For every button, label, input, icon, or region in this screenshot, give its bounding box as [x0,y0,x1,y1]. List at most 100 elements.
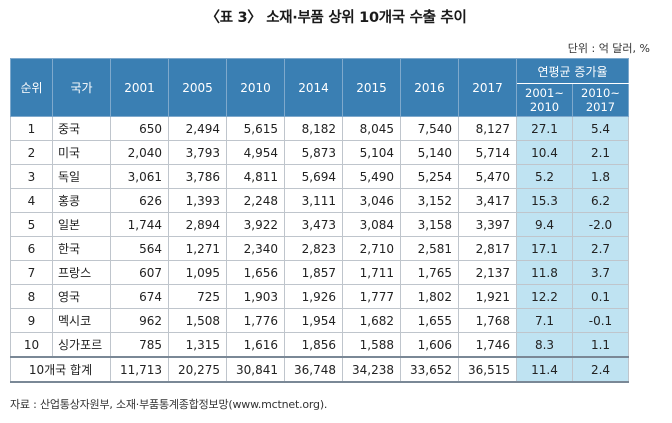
rank-cell: 2 [10,140,53,165]
growth-cell: 3.7 [572,260,629,285]
value-cell: 626 [110,188,169,213]
rank-cell: 1 [10,116,53,141]
value-cell: 1,856 [284,332,343,358]
header-year: 2016 [400,58,459,117]
period-end: 2010 [529,100,560,114]
header-growth-period: 2010~ 2017 [572,83,629,117]
value-cell: 1,954 [284,308,343,333]
value-cell: 1,777 [342,284,401,309]
growth-cell: -2.0 [572,212,629,237]
value-cell: 3,046 [342,188,401,213]
growth-cell: 10.4 [516,140,573,165]
value-cell: 674 [110,284,169,309]
value-cell: 5,615 [226,116,285,141]
total-value: 34,238 [342,356,401,383]
value-cell: 3,397 [458,212,517,237]
period-start: 2001~ [525,86,564,100]
country-cell: 중국 [52,116,111,141]
value-cell: 8,127 [458,116,517,141]
value-cell: 2,137 [458,260,517,285]
value-cell: 5,140 [400,140,459,165]
rank-cell: 5 [10,212,53,237]
total-value: 11,713 [110,356,169,383]
total-label: 10개국 합계 [10,356,111,383]
value-cell: 1,393 [168,188,227,213]
value-cell: 3,922 [226,212,285,237]
value-cell: 1,857 [284,260,343,285]
total-value: 20,275 [168,356,227,383]
value-cell: 1,776 [226,308,285,333]
growth-cell: -0.1 [572,308,629,333]
table-row: 9 멕시코 962 1,508 1,776 1,954 1,682 1,655 1,768 7.1… [10,308,629,333]
value-cell: 1,746 [458,332,517,358]
country-cell: 독일 [52,164,111,189]
value-cell: 4,954 [226,140,285,165]
country-cell: 한국 [52,236,111,261]
value-cell: 5,694 [284,164,343,189]
growth-cell: 2.7 [572,236,629,261]
header-year: 2017 [458,58,517,117]
value-cell: 2,710 [342,236,401,261]
table-row: 8 영국 674 725 1,903 1,926 1,777 1,802 1,921 12.2 0.… [10,284,629,309]
table-row: 10 싱가포르 785 1,315 1,616 1,856 1,588 1,606 1,746 8… [10,332,629,358]
header-rank: 순위 [10,58,53,117]
country-cell: 멕시코 [52,308,111,333]
rank-cell: 10 [10,332,53,358]
value-cell: 3,084 [342,212,401,237]
value-cell: 5,470 [458,164,517,189]
value-cell: 3,152 [400,188,459,213]
total-value: 30,841 [226,356,285,383]
growth-cell: 12.2 [516,284,573,309]
value-cell: 1,768 [458,308,517,333]
value-cell: 2,248 [226,188,285,213]
value-cell: 5,714 [458,140,517,165]
value-cell: 1,682 [342,308,401,333]
value-cell: 1,656 [226,260,285,285]
header-year: 2010 [226,58,285,117]
growth-cell: 11.8 [516,260,573,285]
table-row: 7 프랑스 607 1,095 1,656 1,857 1,711 1,765 2,137 11.… [10,260,629,285]
table-row: 4 홍콩 626 1,393 2,248 3,111 3,046 3,152 3,417 15.3… [10,188,629,213]
total-growth: 2.4 [572,356,629,383]
growth-cell: 27.1 [516,116,573,141]
value-cell: 3,793 [168,140,227,165]
value-cell: 1,588 [342,332,401,358]
total-value: 33,652 [400,356,459,383]
value-cell: 1,271 [168,236,227,261]
value-cell: 2,040 [110,140,169,165]
export-table: 순위 국가 2001 2005 2010 2014 2015 2016 2017… [10,58,629,383]
value-cell: 2,823 [284,236,343,261]
growth-cell: 6.2 [572,188,629,213]
table-row: 6 한국 564 1,271 2,340 2,823 2,710 2,581 2,817 17.1… [10,236,629,261]
value-cell: 2,581 [400,236,459,261]
growth-cell: 1.1 [572,332,629,358]
value-cell: 1,508 [168,308,227,333]
value-cell: 1,655 [400,308,459,333]
total-row: 10개국 합계 11,713 20,275 30,841 36,748 34,2… [10,356,629,383]
value-cell: 8,182 [284,116,343,141]
growth-cell: 5.2 [516,164,573,189]
value-cell: 785 [110,332,169,358]
period-start: 2010~ [581,86,620,100]
value-cell: 1,315 [168,332,227,358]
growth-cell: 5.4 [572,116,629,141]
country-cell: 일본 [52,212,111,237]
value-cell: 1,765 [400,260,459,285]
growth-cell: 9.4 [516,212,573,237]
header-year: 2014 [284,58,343,117]
value-cell: 5,873 [284,140,343,165]
country-cell: 미국 [52,140,111,165]
period-end: 2017 [585,100,616,114]
growth-cell: 15.3 [516,188,573,213]
value-cell: 564 [110,236,169,261]
value-cell: 3,417 [458,188,517,213]
value-cell: 5,490 [342,164,401,189]
growth-cell: 7.1 [516,308,573,333]
growth-cell: 2.1 [572,140,629,165]
table-title: 〈표 3〉 소재·부품 상위 10개국 수출 추이 [205,10,467,26]
table-row: 5 일본 1,744 2,894 3,922 3,473 3,084 3,158 3,397 9.… [10,212,629,237]
value-cell: 3,786 [168,164,227,189]
rank-cell: 4 [10,188,53,213]
value-cell: 4,811 [226,164,285,189]
value-cell: 650 [110,116,169,141]
